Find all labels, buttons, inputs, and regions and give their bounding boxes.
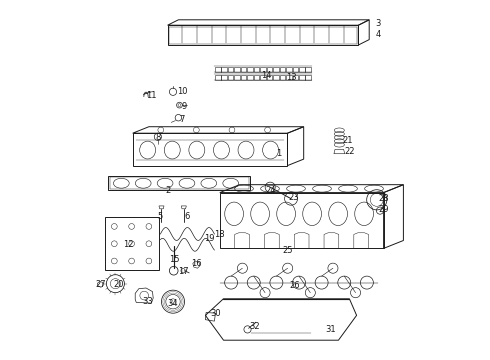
Text: 16: 16 — [191, 259, 202, 268]
Text: 27: 27 — [95, 280, 105, 289]
Text: 5: 5 — [158, 212, 163, 221]
Text: 13: 13 — [287, 73, 297, 82]
Text: 9: 9 — [181, 102, 186, 111]
Text: 12: 12 — [123, 240, 133, 248]
Text: 14: 14 — [261, 71, 272, 80]
Text: 18: 18 — [214, 230, 224, 239]
Text: 4: 4 — [375, 30, 381, 39]
Text: 23: 23 — [288, 193, 299, 202]
Text: 2: 2 — [165, 186, 170, 195]
Text: 34: 34 — [167, 299, 177, 307]
Text: 15: 15 — [170, 255, 180, 264]
Text: 28: 28 — [378, 194, 389, 203]
Text: 19: 19 — [204, 234, 214, 243]
Text: 20: 20 — [113, 280, 123, 289]
Text: 10: 10 — [177, 87, 187, 96]
Text: 21: 21 — [343, 136, 353, 145]
Text: 1: 1 — [276, 149, 282, 158]
Text: 25: 25 — [282, 246, 293, 255]
Text: 29: 29 — [378, 205, 389, 214]
Text: 31: 31 — [325, 325, 336, 334]
Text: 32: 32 — [250, 323, 260, 331]
Text: 26: 26 — [290, 281, 300, 289]
Text: 17: 17 — [178, 267, 189, 276]
Text: 30: 30 — [210, 309, 221, 318]
Text: 11: 11 — [146, 91, 157, 100]
Text: 3: 3 — [375, 19, 381, 28]
Text: 7: 7 — [179, 115, 185, 124]
Text: 8: 8 — [155, 133, 161, 142]
Text: 24: 24 — [265, 186, 275, 194]
Text: 33: 33 — [143, 297, 153, 306]
Text: 22: 22 — [344, 148, 355, 156]
Text: 6: 6 — [185, 212, 190, 221]
